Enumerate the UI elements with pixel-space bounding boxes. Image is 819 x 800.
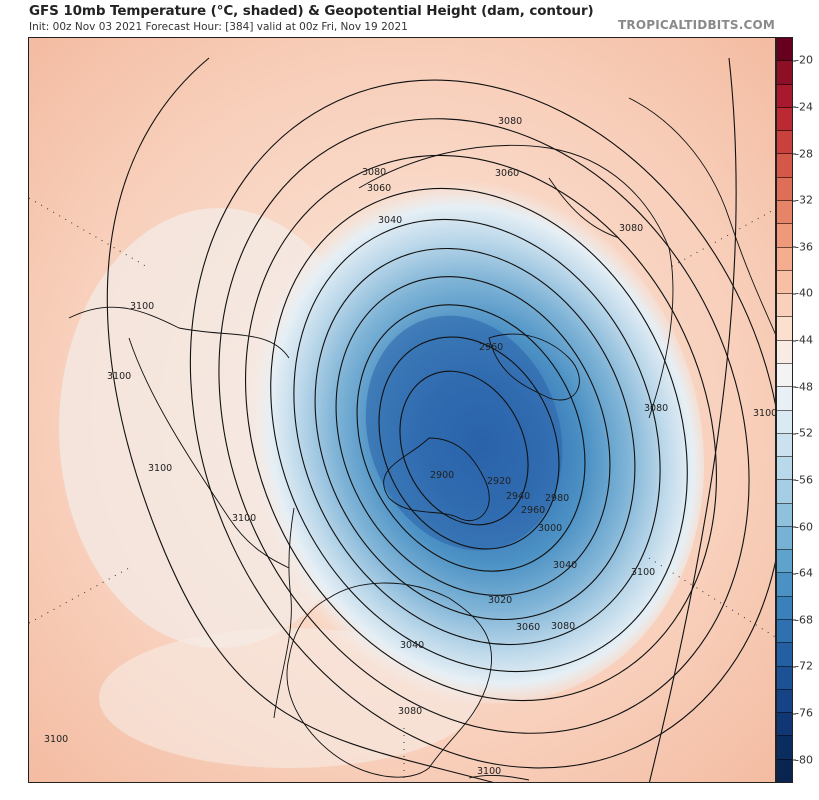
contour-label: 3100 bbox=[130, 301, 154, 312]
contour-label: 3080 bbox=[362, 167, 386, 178]
temperature-colorbar bbox=[776, 37, 793, 783]
colorbar-tick: -52 bbox=[793, 426, 813, 440]
colorbar-segment bbox=[777, 247, 792, 271]
contour-label: 3100 bbox=[107, 371, 131, 382]
colorbar-segment bbox=[777, 503, 792, 527]
contour-label: 2960 bbox=[479, 342, 503, 353]
colorbar-tick: -20 bbox=[793, 53, 813, 67]
graticule bbox=[29, 197, 775, 782]
colorbar-tick: -32 bbox=[793, 193, 813, 207]
colorbar-segment bbox=[777, 38, 792, 62]
colorbar-segment bbox=[777, 224, 792, 248]
colorbar-segment bbox=[777, 294, 792, 318]
colorbar-tick: -64 bbox=[793, 566, 813, 580]
colorbar-segment bbox=[777, 457, 792, 481]
colorbar-segment bbox=[777, 340, 792, 364]
contour-label: 2900 bbox=[430, 470, 454, 481]
colorbar-segment bbox=[777, 736, 792, 760]
colorbar-segment bbox=[777, 526, 792, 551]
colorbar-segment bbox=[777, 643, 792, 667]
contour-label: 3080 bbox=[498, 116, 522, 127]
contour-label: 3080 bbox=[398, 706, 422, 717]
contour-label: 3020 bbox=[488, 595, 512, 606]
polar-stereographic-map: 3080 3080 3060 3060 3040 3080 3100 3100 … bbox=[28, 37, 776, 783]
brand-watermark: TROPICALTIDBITS.COM bbox=[618, 18, 775, 32]
contour-label: 3060 bbox=[495, 168, 519, 179]
colorbar-segment bbox=[777, 550, 792, 574]
colorbar-tick: -44 bbox=[793, 333, 813, 347]
contour-labels: 3080 3080 3060 3060 3040 3080 3100 3100 … bbox=[44, 116, 776, 777]
run-info: Init: 00z Nov 03 2021 Forecast Hour: [38… bbox=[29, 21, 408, 33]
colorbar-segment bbox=[777, 317, 792, 341]
colorbar-tick: -36 bbox=[793, 240, 813, 254]
contour-label: 3040 bbox=[553, 560, 577, 571]
colorbar-segment bbox=[777, 759, 792, 782]
colorbar-tick: -40 bbox=[793, 286, 813, 300]
colorbar-segment bbox=[777, 666, 792, 690]
chart-title: GFS 10mb Temperature (°C, shaded) & Geop… bbox=[29, 3, 594, 19]
colorbar-tick: -56 bbox=[793, 473, 813, 487]
colorbar-tick: -80 bbox=[793, 753, 813, 767]
contour-label: 3100 bbox=[232, 513, 256, 524]
contour-label: 2920 bbox=[487, 476, 511, 487]
colorbar-segment bbox=[777, 480, 792, 504]
colorbar-segment bbox=[777, 270, 792, 295]
contour-label: 2960 bbox=[521, 505, 545, 516]
colorbar-segment bbox=[777, 689, 792, 714]
contour-label: 3080 bbox=[551, 621, 575, 632]
height-contours bbox=[106, 57, 775, 782]
contour-label: 2980 bbox=[545, 493, 569, 504]
contour-label: 3080 bbox=[619, 223, 643, 234]
contour-label: 3040 bbox=[400, 640, 424, 651]
colorbar-segment bbox=[777, 61, 792, 85]
contour-label: 3080 bbox=[644, 403, 668, 414]
contour-label: 3100 bbox=[148, 463, 172, 474]
colorbar-segment bbox=[777, 713, 792, 737]
map-canvas: 3080 3080 3060 3060 3040 3080 3100 3100 … bbox=[29, 38, 776, 782]
contour-label: 3040 bbox=[378, 215, 402, 226]
colorbar-segment bbox=[777, 107, 792, 132]
contour-label: 3060 bbox=[367, 183, 391, 194]
contour-label: 3100 bbox=[753, 408, 776, 419]
colorbar-segment bbox=[777, 131, 792, 155]
colorbar-segment bbox=[777, 596, 792, 621]
colorbar-segment bbox=[777, 573, 792, 597]
colorbar-tick: -76 bbox=[793, 706, 813, 720]
colorbar-tick: -60 bbox=[793, 520, 813, 534]
contour-label: 3100 bbox=[631, 567, 655, 578]
colorbar-tick: -68 bbox=[793, 613, 813, 627]
colorbar-segment bbox=[777, 177, 792, 201]
colorbar-segment bbox=[777, 200, 792, 225]
colorbar-segment bbox=[777, 154, 792, 178]
colorbar-segment bbox=[777, 84, 792, 108]
colorbar-segment bbox=[777, 387, 792, 411]
colorbar-tick: -72 bbox=[793, 659, 813, 673]
contour-label: 3000 bbox=[538, 523, 562, 534]
colorbar-segment bbox=[777, 410, 792, 434]
colorbar-tick-labels: -20 -24 -28 -32 -36 -40 -44 -48 -52 -56 -60 -64 -68 -… bbox=[793, 37, 819, 783]
colorbar-segment bbox=[777, 620, 792, 644]
colorbar-segment bbox=[777, 363, 792, 388]
contour-label: 3100 bbox=[477, 766, 501, 777]
contour-label: 3060 bbox=[516, 622, 540, 633]
coastlines bbox=[68, 97, 775, 781]
colorbar-segment bbox=[777, 433, 792, 458]
contour-label: 3100 bbox=[44, 734, 68, 745]
contour-label: 2940 bbox=[506, 491, 530, 502]
colorbar-tick: -28 bbox=[793, 147, 813, 161]
colorbar-tick: -24 bbox=[793, 100, 813, 114]
vortex-core bbox=[365, 315, 563, 551]
colorbar-tick: -48 bbox=[793, 380, 813, 394]
